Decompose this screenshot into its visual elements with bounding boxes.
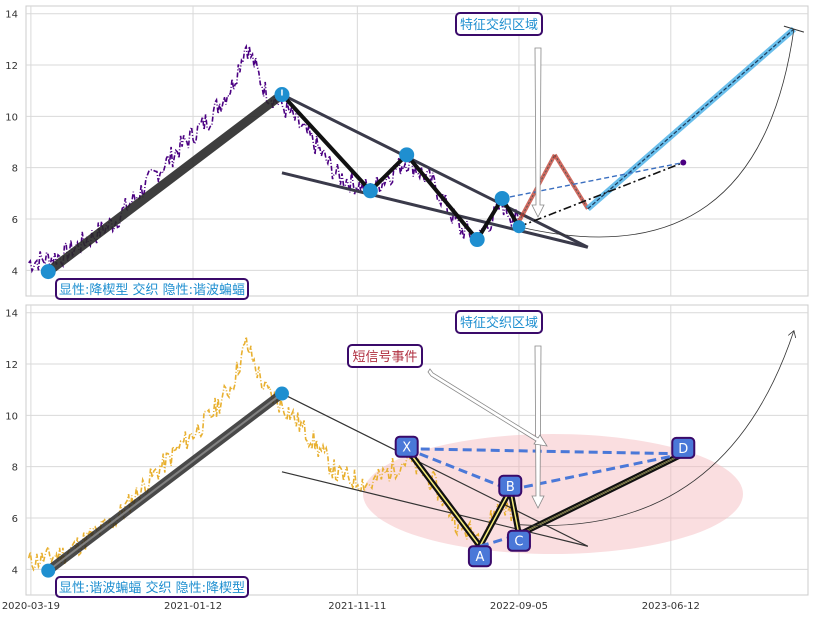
top-overlay	[40, 25, 805, 280]
top-callout-box	[455, 12, 543, 36]
bottom-callouts: 特征交织区域 短信号事件	[347, 310, 548, 509]
xabcd-label-box	[394, 435, 419, 458]
bottom-grid	[26, 305, 808, 595]
bat-leg-dash	[554, 154, 589, 210]
y-tick-label: 12	[5, 61, 18, 72]
bottom-callout-arrow-right	[531, 345, 545, 509]
xabcd-dashed-link	[406, 447, 511, 492]
wedge-pivot-marker	[512, 220, 526, 234]
y-tick-label: 8	[12, 164, 18, 175]
xabcd-label-box	[506, 529, 531, 552]
y-tick-label: 4	[12, 565, 18, 576]
top-callout-group: 特征交织区域	[455, 12, 545, 218]
y-tick-label: 14	[5, 309, 18, 320]
x-tick-label: 2021-11-11	[328, 601, 386, 612]
wedge-lower-trendline	[281, 171, 589, 249]
wedge-pivot-marker	[40, 264, 56, 280]
wedge-zigzag-leg	[368, 152, 409, 193]
cd-thin-line	[518, 453, 684, 536]
top-annotation-group: 显性:降楔型 交织 隐性:谐波蝙蝠	[55, 278, 249, 300]
wedge-upper-trendline	[281, 93, 589, 249]
bottom-annotation-label: 显性:谐波蝙蝠 交织 隐性:降楔型	[59, 580, 245, 596]
wedge-lower-trendline	[281, 471, 588, 547]
bottom-y-ticks: 4 6 8 10 12 14	[5, 309, 18, 577]
bottom-callout-box-left	[347, 344, 423, 368]
wedge-pivot-marker	[469, 232, 485, 248]
xabcd-label: C	[514, 535, 523, 550]
bottom-callout-label-right: 特征交织区域	[460, 315, 538, 331]
projection-arc	[518, 331, 794, 526]
bottom-overlay: X A B C D	[41, 331, 794, 578]
bottom-annotation-box	[55, 576, 249, 598]
wedge-upper-trendline	[281, 393, 589, 547]
y-tick-label: 6	[12, 215, 18, 226]
projection-end-tick	[783, 25, 805, 33]
top-callout-arrow	[531, 47, 545, 218]
projection-blue-dashed	[502, 161, 684, 200]
y-tick-label: 6	[12, 514, 18, 525]
bottom-callout-label-left: 短信号事件	[352, 350, 417, 365]
top-panel: 4 6 8 10 12 14 特征交织区域 显性:降楔型 交织 隐性:谐波蝙蝠	[5, 5, 809, 300]
xabcd-label: A	[475, 550, 484, 565]
y-tick-label: 10	[5, 411, 18, 422]
xabcd-leg-inner	[479, 489, 511, 547]
wedge-zigzag-leg	[404, 152, 480, 242]
top-plot-area	[25, 5, 809, 297]
wedge-pivot-marker	[362, 183, 378, 199]
impulse-leg	[43, 90, 287, 277]
xabcd-leg-inner	[509, 489, 520, 535]
bottom-annotation-group: 显性:谐波蝙蝠 交织 隐性:降楔型	[55, 576, 249, 598]
wedge-zigzag-leg	[475, 196, 505, 242]
interweave-region-ellipse	[363, 434, 743, 554]
xabcd-label-box	[467, 545, 492, 568]
x-tick-label: 2022-09-05	[490, 601, 548, 612]
x-tick-label: 2023-06-12	[642, 601, 700, 612]
impulse-start-marker	[41, 563, 56, 578]
y-tick-label: 12	[5, 360, 18, 371]
bottom-panel: 4 6 8 10 12 14 2020-03-19 2021-01-12 2021-11-11…	[2, 304, 809, 612]
xabcd-dashed-link	[406, 447, 684, 456]
bottom-callout-box-right	[455, 310, 543, 334]
y-tick-label: 4	[12, 266, 18, 277]
y-tick-label: 10	[5, 112, 18, 123]
wedge-pivot-marker	[494, 190, 510, 206]
impulse-leg-inner	[47, 392, 283, 572]
y-tick-label: 14	[5, 10, 18, 21]
xabcd-label-box	[671, 436, 696, 459]
projection-target-dot	[680, 159, 687, 166]
x-tick-label: 2020-03-19	[2, 601, 60, 612]
wedge-zigzag-leg	[279, 92, 373, 193]
x-tick-label: 2021-01-12	[164, 601, 222, 612]
y-tick-label: 8	[12, 463, 18, 474]
xabcd-leg-inner	[406, 448, 481, 547]
xabcd-label: B	[506, 480, 515, 495]
bottom-callout-arrow-left	[427, 368, 548, 447]
wedge-pivot-marker	[399, 147, 415, 163]
projection-arc	[518, 29, 795, 238]
impulse-end-marker	[274, 386, 289, 401]
bottom-x-ticks: 2020-03-19 2021-01-12 2021-11-11 2022-09-05…	[2, 601, 700, 612]
top-annotation-box	[55, 278, 249, 300]
bat-leg-blue-dash	[587, 28, 795, 210]
xabcd-label: D	[678, 442, 688, 457]
top-y-ticks: 4 6 8 10 12 14	[5, 10, 18, 278]
top-annotation-label: 显性:降楔型 交织 隐性:谐波蝙蝠	[59, 282, 245, 298]
top-callout-label: 特征交织区域	[460, 17, 538, 33]
xabcd-label-box	[498, 474, 523, 497]
xabcd-label: X	[402, 441, 411, 456]
projection-dashdot	[518, 161, 684, 228]
